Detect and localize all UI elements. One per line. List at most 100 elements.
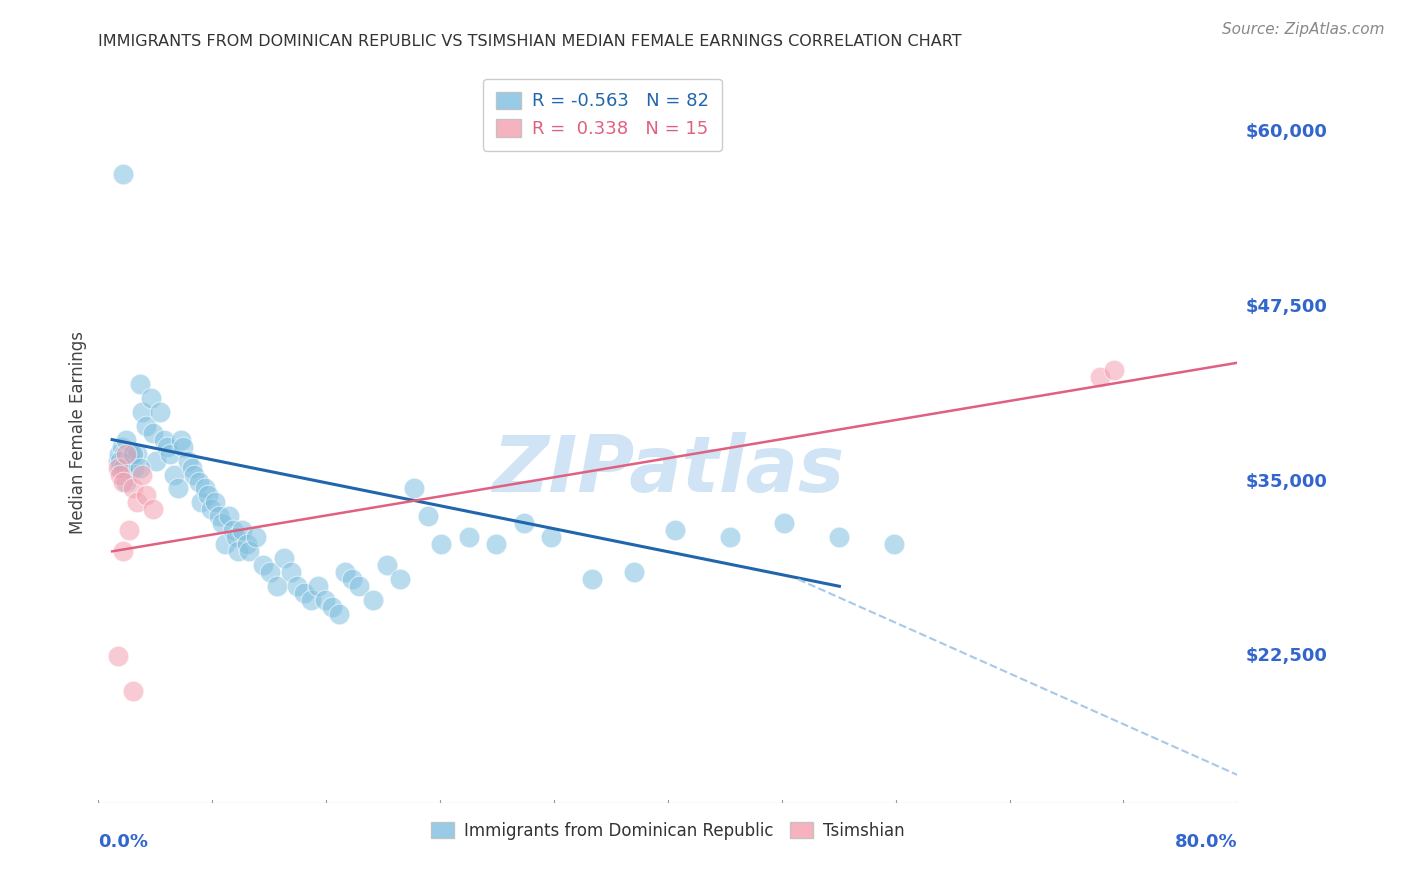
Point [218, 509, 240, 524]
Point [122, 460, 145, 475]
Point [108, 446, 131, 460]
Point [828, 530, 851, 544]
Point [540, 530, 562, 544]
Point [128, 460, 150, 475]
Point [163, 467, 186, 482]
Point [273, 551, 295, 566]
Point [153, 433, 176, 447]
Point [430, 537, 453, 551]
Point [245, 530, 267, 544]
Point [176, 453, 198, 467]
Point [225, 530, 247, 544]
Point [131, 405, 153, 419]
Point [211, 516, 233, 531]
Point [167, 482, 190, 496]
Point [375, 558, 398, 573]
Point [131, 467, 153, 482]
Point [280, 566, 302, 580]
Point [187, 475, 209, 489]
Point [156, 440, 179, 454]
Point [321, 600, 343, 615]
Point [139, 391, 162, 405]
Y-axis label: Median Female Earnings: Median Female Earnings [69, 331, 87, 534]
Point [115, 446, 138, 460]
Point [266, 579, 288, 593]
Point [347, 579, 370, 593]
Point [111, 440, 134, 454]
Point [773, 516, 796, 531]
Point [259, 566, 281, 580]
Point [200, 502, 222, 516]
Point [299, 593, 322, 607]
Point [180, 460, 202, 475]
Text: Source: ZipAtlas.com: Source: ZipAtlas.com [1222, 22, 1385, 37]
Point [115, 475, 138, 489]
Text: 80.0%: 80.0% [1174, 833, 1237, 851]
Point [107, 649, 129, 664]
Point [121, 482, 143, 496]
Text: ZIPatlas: ZIPatlas [492, 432, 844, 508]
Point [125, 446, 148, 460]
Point [197, 488, 219, 502]
Point [183, 467, 205, 482]
Point [190, 495, 212, 509]
Point [170, 433, 193, 447]
Point [110, 453, 132, 467]
Text: $22,500: $22,500 [1246, 647, 1327, 665]
Point [135, 488, 157, 502]
Point [1088, 369, 1111, 384]
Point [513, 516, 536, 531]
Point [125, 495, 148, 509]
Point [121, 446, 143, 460]
Point [389, 572, 412, 586]
Point [623, 566, 645, 580]
Point [342, 572, 364, 586]
Point [307, 579, 329, 593]
Point [235, 537, 257, 551]
Point [402, 482, 425, 496]
Point [214, 537, 236, 551]
Point [145, 453, 167, 467]
Text: $47,500: $47,500 [1246, 298, 1327, 316]
Text: $60,000: $60,000 [1246, 123, 1327, 141]
Point [204, 495, 226, 509]
Point [664, 524, 686, 538]
Point [112, 544, 135, 558]
Point [231, 524, 253, 538]
Point [222, 524, 245, 538]
Point [457, 530, 479, 544]
Point [120, 446, 142, 460]
Point [135, 418, 157, 433]
Point [112, 167, 135, 181]
Text: $35,000: $35,000 [1246, 473, 1327, 491]
Point [110, 460, 132, 475]
Point [128, 376, 150, 391]
Point [115, 433, 138, 447]
Point [142, 425, 165, 440]
Point [173, 440, 195, 454]
Point [208, 509, 231, 524]
Point [117, 524, 139, 538]
Point [287, 579, 309, 593]
Text: IMMIGRANTS FROM DOMINICAN REPUBLIC VS TSIMSHIAN MEDIAN FEMALE EARNINGS CORRELATI: IMMIGRANTS FROM DOMINICAN REPUBLIC VS TS… [98, 34, 962, 49]
Point [194, 482, 217, 496]
Point [117, 453, 139, 467]
Point [883, 537, 905, 551]
Point [314, 593, 336, 607]
Point [159, 446, 181, 460]
Point [718, 530, 741, 544]
Point [361, 593, 384, 607]
Point [107, 453, 129, 467]
Point [581, 572, 603, 586]
Point [238, 544, 260, 558]
Point [110, 467, 132, 482]
Point [335, 566, 357, 580]
Point [416, 509, 439, 524]
Point [142, 502, 165, 516]
Point [485, 537, 508, 551]
Point [149, 405, 172, 419]
Point [112, 475, 135, 489]
Point [1102, 363, 1125, 377]
Point [114, 446, 136, 460]
Point [292, 586, 315, 600]
